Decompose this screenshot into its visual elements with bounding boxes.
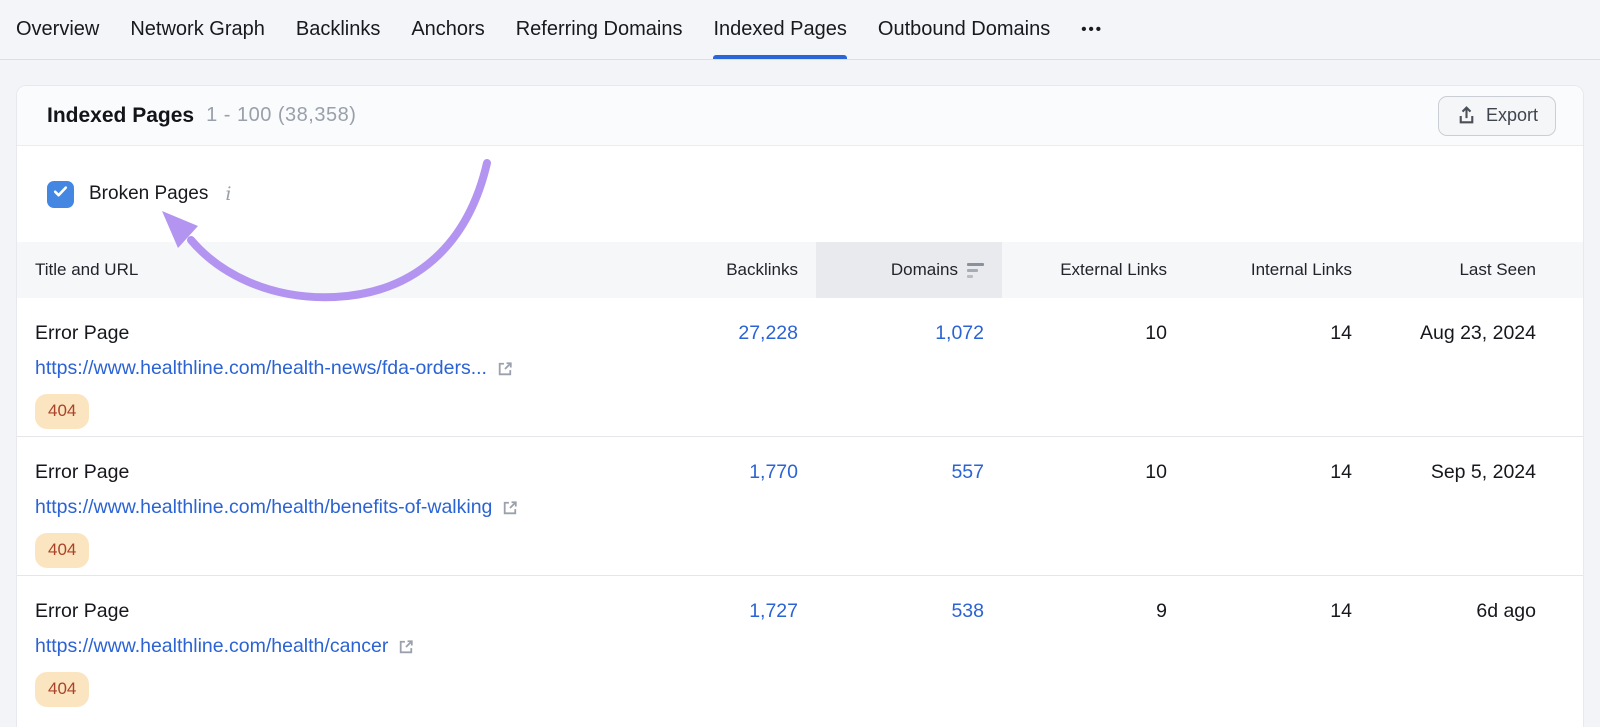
sort-desc-icon <box>967 262 984 278</box>
more-tabs-icon[interactable]: ••• <box>1081 21 1103 38</box>
table-row: Error Page https://www.healthline.com/he… <box>17 437 1583 576</box>
column-header-domains[interactable]: Domains <box>816 242 1002 298</box>
column-header-external-links[interactable]: External Links <box>1060 260 1167 279</box>
external-links-value: 9 <box>1156 600 1167 622</box>
table-row: Error Page https://www.healthline.com/he… <box>17 576 1583 715</box>
external-link-icon[interactable] <box>397 637 416 656</box>
last-seen-value: Sep 5, 2024 <box>1430 461 1536 483</box>
page-url-link[interactable]: https://www.healthline.com/health-news/f… <box>35 357 487 379</box>
tab-anchors[interactable]: Anchors <box>411 18 485 40</box>
page-url-link[interactable]: https://www.healthline.com/health/cancer <box>35 635 389 657</box>
external-links-value: 10 <box>1145 461 1167 483</box>
export-label: Export <box>1485 105 1538 125</box>
tab-outbound-domains[interactable]: Outbound Domains <box>877 18 1051 40</box>
indexed-pages-panel: Indexed Pages 1 - 100 (38,358) Export Br… <box>16 85 1584 727</box>
tab-network-graph[interactable]: Network Graph <box>130 18 265 40</box>
domains-value[interactable]: 538 <box>951 600 984 622</box>
domains-value[interactable]: 1,072 <box>935 322 984 344</box>
domains-value[interactable]: 557 <box>951 461 984 483</box>
column-header-last-seen[interactable]: Last Seen <box>1459 260 1536 279</box>
internal-links-value: 14 <box>1330 461 1352 483</box>
tab-overview[interactable]: Overview <box>16 18 100 40</box>
page-title: Error Page <box>35 600 130 622</box>
backlinks-value[interactable]: 27,228 <box>738 322 798 344</box>
page-title: Error Page <box>35 461 130 483</box>
tab-referring-domains[interactable]: Referring Domains <box>515 18 683 40</box>
export-button[interactable]: Export <box>1437 95 1556 136</box>
column-header-backlinks[interactable]: Backlinks <box>726 260 798 279</box>
last-seen-value: Aug 23, 2024 <box>1419 322 1536 344</box>
internal-links-value: 14 <box>1330 322 1352 344</box>
panel-header: Indexed Pages 1 - 100 (38,358) Export <box>17 86 1583 146</box>
broken-pages-label[interactable]: Broken Pages <box>89 183 209 204</box>
column-header-domains-label: Domains <box>890 260 958 279</box>
page-title: Error Page <box>35 322 130 344</box>
report-tabs-bar: Overview Network Graph Backlinks Anchors… <box>0 0 1600 60</box>
table-row: Error Page https://www.healthline.com/he… <box>17 298 1583 437</box>
export-icon <box>1456 105 1477 126</box>
column-header-title-and-url[interactable]: Title and URL <box>35 260 139 279</box>
tab-indexed-pages[interactable]: Indexed Pages <box>713 0 848 59</box>
table-header-row: Title and URL Backlinks Domains External… <box>17 242 1583 298</box>
last-seen-value: 6d ago <box>1476 600 1536 622</box>
external-link-icon[interactable] <box>496 359 515 378</box>
filter-row: Broken Pages i <box>17 146 1583 242</box>
info-icon[interactable]: i <box>225 183 232 205</box>
result-range: 1 - 100 (38,358) <box>206 104 357 126</box>
status-badge: 404 <box>35 672 90 707</box>
backlinks-value[interactable]: 1,727 <box>749 600 798 622</box>
panel-title: Indexed Pages <box>47 103 195 127</box>
external-link-icon[interactable] <box>501 498 520 517</box>
status-badge: 404 <box>35 533 90 568</box>
page-url-link[interactable]: https://www.healthline.com/health/benefi… <box>35 496 493 518</box>
tab-backlinks[interactable]: Backlinks <box>295 18 381 40</box>
status-badge: 404 <box>35 394 90 429</box>
column-header-internal-links[interactable]: Internal Links <box>1250 260 1352 279</box>
checkmark-icon <box>52 183 69 205</box>
external-links-value: 10 <box>1145 322 1167 344</box>
backlinks-value[interactable]: 1,770 <box>749 461 798 483</box>
broken-pages-checkbox[interactable] <box>47 180 74 208</box>
internal-links-value: 14 <box>1330 600 1352 622</box>
